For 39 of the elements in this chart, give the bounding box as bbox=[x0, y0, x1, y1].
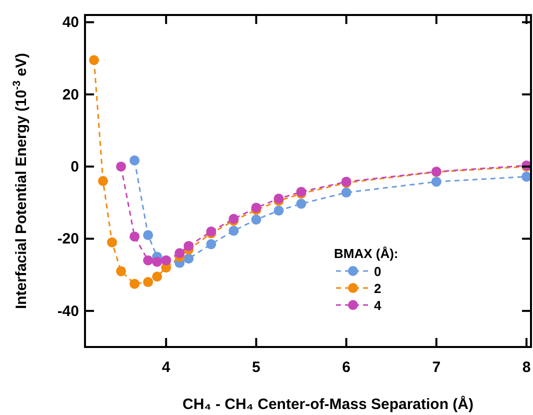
x-tick-label: 7 bbox=[432, 359, 441, 376]
y-tick-label: 0 bbox=[70, 158, 79, 176]
point bbox=[98, 176, 108, 186]
x-axis-title: CH₄ - CH₄ Center-of-Mass Separation (Å) bbox=[182, 395, 474, 413]
point bbox=[143, 277, 154, 288]
legend-label: 4 bbox=[374, 298, 382, 313]
point bbox=[296, 198, 306, 209]
y-tick-label: -20 bbox=[57, 230, 79, 248]
point bbox=[107, 237, 118, 248]
legend-title: BMAX (Å): bbox=[334, 246, 398, 261]
point bbox=[130, 155, 140, 166]
point bbox=[341, 188, 352, 198]
point bbox=[152, 272, 162, 282]
point bbox=[130, 278, 140, 289]
point bbox=[521, 172, 531, 182]
point bbox=[228, 226, 239, 236]
point bbox=[89, 55, 100, 66]
legend-label: 0 bbox=[374, 264, 382, 279]
point bbox=[143, 255, 154, 266]
point bbox=[251, 214, 262, 225]
y-tick-label: -40 bbox=[57, 302, 79, 320]
point bbox=[130, 232, 140, 242]
point bbox=[143, 230, 154, 240]
point bbox=[174, 248, 185, 258]
x-tick-label: 6 bbox=[342, 359, 350, 376]
x-tick-label: 8 bbox=[522, 359, 531, 376]
point bbox=[431, 176, 442, 187]
point bbox=[274, 206, 284, 216]
point bbox=[152, 256, 162, 267]
point bbox=[184, 254, 194, 264]
point bbox=[184, 240, 194, 251]
x-tick-label: 4 bbox=[162, 359, 171, 376]
legend-label: 2 bbox=[374, 281, 382, 296]
point bbox=[206, 239, 216, 250]
y-tick-label: 20 bbox=[62, 86, 79, 104]
point bbox=[116, 266, 126, 276]
point bbox=[116, 162, 126, 172]
x-tick-label: 5 bbox=[252, 359, 260, 376]
y-tick-label: 40 bbox=[62, 14, 79, 32]
